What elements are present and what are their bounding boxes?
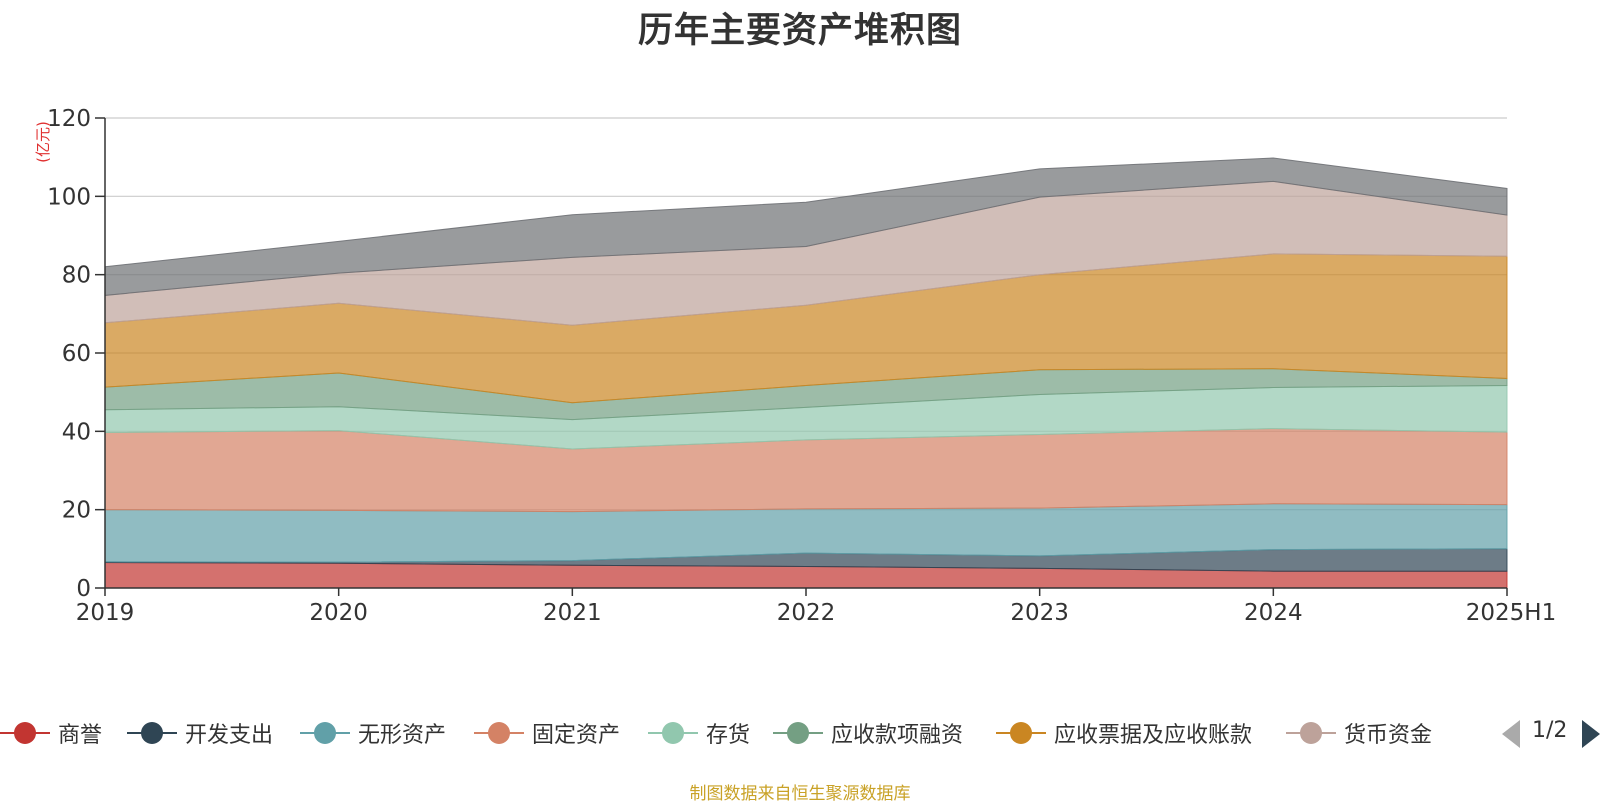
legend-marker-icon: [773, 716, 823, 750]
x-tick-label: 2025H1: [1466, 600, 1556, 626]
area-series-9: [104, 157, 1508, 296]
legend-marker-dot: [787, 722, 809, 744]
y-tick-label: 100: [47, 184, 91, 210]
x-tick-label: 2021: [543, 600, 602, 626]
x-tick-label: 2020: [309, 600, 368, 626]
legend-marker-icon: [127, 716, 177, 750]
legend-item[interactable]: 商誉: [0, 716, 102, 750]
source-note: 制图数据来自恒生聚源数据库: [689, 784, 911, 804]
legend-marker-dot: [488, 722, 510, 744]
legend-label: 应收款项融资: [831, 723, 964, 748]
legend-marker-dot: [14, 722, 36, 744]
legend-label: 存货: [706, 723, 751, 748]
legend-prev-page-icon[interactable]: [1502, 720, 1520, 748]
legend-label: 商誉: [58, 723, 103, 748]
legend-marker-dot: [314, 722, 336, 744]
legend-page-indicator: 1/2: [1532, 718, 1568, 743]
x-tick-label: 2022: [777, 600, 836, 626]
y-tick-label: 20: [62, 498, 91, 524]
y-tick-label: 0: [76, 576, 91, 602]
y-tick-label: 40: [62, 419, 91, 445]
legend-marker-icon: [300, 716, 350, 750]
y-tick-label: 60: [62, 341, 91, 367]
legend-item[interactable]: 无形资产: [300, 716, 446, 750]
legend-marker-icon: [0, 716, 50, 750]
legend-marker-icon: [1286, 716, 1336, 750]
x-tick-label: 2024: [1244, 600, 1303, 626]
legend: 商誉 开发支出 无形资产 固定资产 存货 应收款项融资 应收票据及应收账款 货币资金: [0, 716, 1600, 750]
legend-item[interactable]: 开发支出: [127, 716, 273, 750]
legend-label: 无形资产: [358, 723, 447, 748]
legend-label: 货币资金: [1344, 723, 1433, 748]
legend-item[interactable]: 货币资金: [1286, 716, 1432, 750]
legend-marker-icon: [996, 716, 1046, 750]
legend-marker-icon: [648, 716, 698, 750]
y-tick-label: 120: [47, 106, 91, 132]
legend-item[interactable]: 固定资产: [474, 716, 620, 750]
x-tick-label: 2023: [1010, 600, 1069, 626]
legend-marker-dot: [1300, 722, 1322, 744]
legend-marker-icon: [474, 716, 524, 750]
legend-item[interactable]: 应收款项融资: [773, 716, 963, 750]
legend-next-page-icon[interactable]: [1582, 720, 1600, 748]
y-axis-unit-label: (亿元): [34, 121, 52, 163]
chart-title: 历年主要资产堆积图: [637, 11, 962, 51]
legend-marker-dot: [1010, 722, 1032, 744]
legend-label: 固定资产: [532, 723, 621, 748]
legend-item[interactable]: 应收票据及应收账款: [996, 716, 1252, 750]
legend-item[interactable]: 存货: [648, 716, 750, 750]
area-series-4: [104, 428, 1508, 513]
x-tick-label: 2019: [76, 600, 135, 626]
legend-label: 开发支出: [185, 723, 274, 748]
legend-marker-dot: [662, 722, 684, 744]
legend-label: 应收票据及应收账款: [1054, 723, 1253, 748]
area-series-layer: [104, 157, 1508, 589]
y-tick-label: 80: [62, 263, 91, 289]
tick-labels: 0 20 40 60 80 100 120 2019 2020 2021 2022 2023 2024 2…: [47, 106, 1556, 626]
legend-marker-dot: [141, 722, 163, 744]
